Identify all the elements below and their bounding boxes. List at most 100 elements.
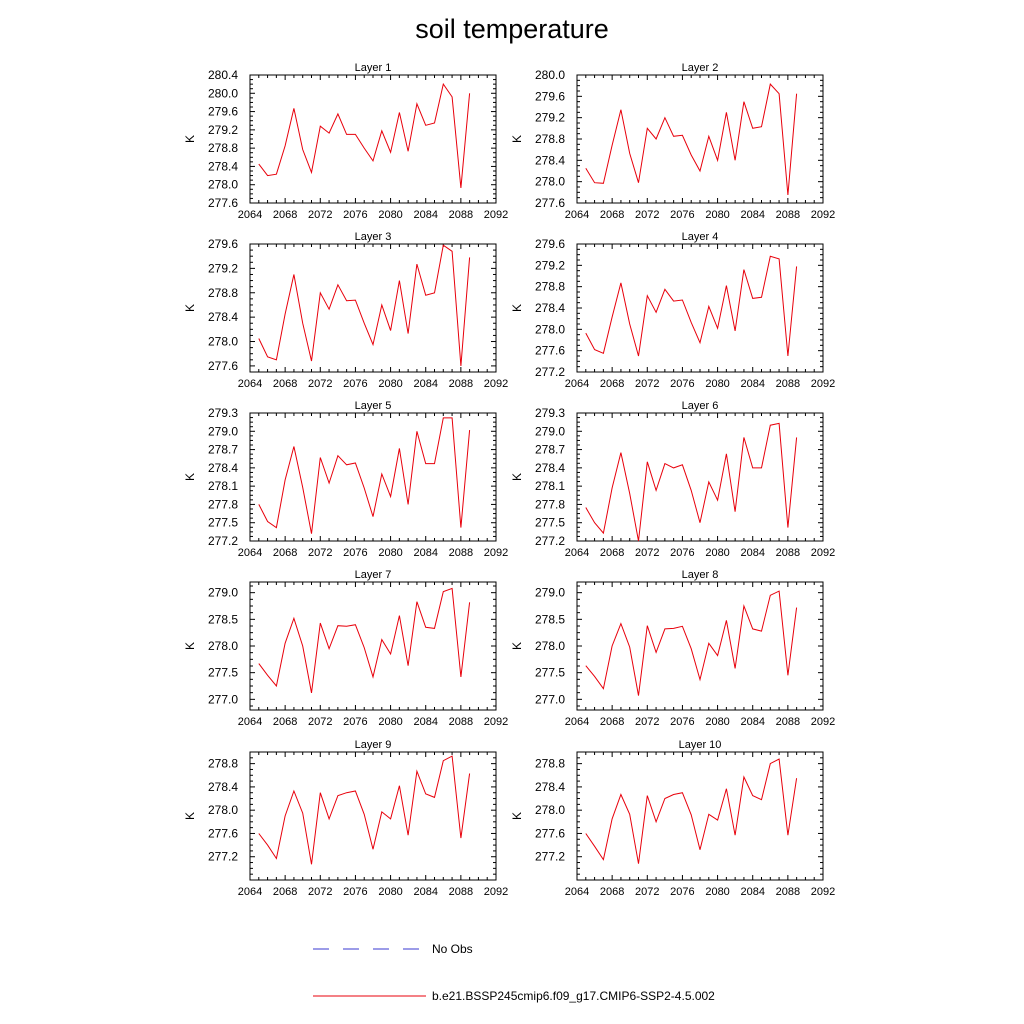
- x-tick-label: 2092: [484, 716, 508, 728]
- series-line: [585, 83, 798, 196]
- x-tick-label: 2076: [670, 378, 694, 390]
- x-tick-label: 2084: [413, 886, 437, 898]
- x-tick-label: 2072: [308, 209, 332, 221]
- y-tick-label: 277.8: [208, 497, 238, 511]
- y-tick-label: 277.6: [208, 826, 238, 840]
- x-tick-label: 2080: [378, 716, 402, 728]
- y-tick-label: 278.8: [535, 132, 565, 146]
- y-tick-label: 278.0: [208, 639, 238, 653]
- x-tick-label: 2068: [273, 886, 297, 898]
- x-tick-label: 2080: [378, 209, 402, 221]
- x-tick-label: 2068: [273, 378, 297, 390]
- x-tick-label: 2088: [776, 886, 800, 898]
- panel-title: Layer 4: [682, 231, 719, 243]
- y-tick-label: 278.4: [535, 153, 565, 167]
- x-tick-label: 2084: [740, 378, 764, 390]
- series-line: [258, 755, 471, 865]
- x-tick-label: 2072: [635, 378, 659, 390]
- x-tick-label: 2084: [413, 209, 437, 221]
- y-tick-label: 279.0: [535, 424, 565, 438]
- y-tick-label: 277.2: [208, 850, 238, 864]
- x-tick-label: 2080: [378, 378, 402, 390]
- x-tick-label: 2068: [600, 209, 624, 221]
- y-tick-label: 278.0: [208, 335, 238, 349]
- x-tick-label: 2064: [238, 378, 262, 390]
- y-axis-label: K: [183, 812, 197, 820]
- y-tick-label: 278.7: [208, 443, 238, 457]
- y-tick-label: 277.0: [208, 692, 238, 706]
- y-tick-label: 277.5: [208, 516, 238, 530]
- panel-title: Layer 6: [682, 400, 719, 412]
- x-tick-label: 2076: [670, 547, 694, 559]
- y-tick-label: 278.0: [208, 178, 238, 192]
- y-tick-label: 279.0: [208, 424, 238, 438]
- y-tick-label: 280.4: [208, 68, 238, 82]
- x-tick-label: 2080: [378, 886, 402, 898]
- panel-title: Layer 7: [355, 569, 392, 581]
- x-tick-label: 2072: [308, 886, 332, 898]
- x-tick-label: 2064: [238, 886, 262, 898]
- x-tick-label: 2092: [484, 209, 508, 221]
- x-tick-label: 2092: [811, 716, 835, 728]
- y-tick-label: 277.2: [535, 534, 565, 548]
- y-tick-label: 278.4: [535, 461, 565, 475]
- x-tick-label: 2088: [449, 716, 473, 728]
- x-tick-label: 2092: [811, 209, 835, 221]
- plot-frame: [576, 243, 824, 373]
- x-tick-label: 2076: [343, 716, 367, 728]
- y-tick-label: 277.5: [535, 516, 565, 530]
- panel-8: Layer 8 K 2064 2068 2072 2076 2080 2084 2088 2092…: [510, 569, 835, 728]
- y-tick-label: 278.8: [208, 141, 238, 155]
- series-line: [585, 590, 798, 696]
- x-tick-label: 2064: [238, 547, 262, 559]
- y-axis-label: K: [183, 135, 197, 143]
- x-tick-label: 2068: [273, 716, 297, 728]
- y-tick-label: 277.6: [208, 196, 238, 210]
- x-tick-label: 2084: [413, 547, 437, 559]
- x-tick-label: 2080: [705, 716, 729, 728]
- series-line: [585, 255, 798, 357]
- y-tick-label: 279.2: [208, 261, 238, 275]
- panel-title: Layer 3: [355, 231, 392, 243]
- x-tick-label: 2068: [600, 716, 624, 728]
- y-tick-label: 278.4: [535, 301, 565, 315]
- x-tick-label: 2076: [343, 886, 367, 898]
- y-axis-label: K: [183, 473, 197, 481]
- x-tick-label: 2068: [273, 209, 297, 221]
- x-tick-label: 2076: [670, 886, 694, 898]
- y-tick-label: 279.6: [535, 89, 565, 103]
- y-tick-label: 279.3: [208, 406, 238, 420]
- panel-2: Layer 2 K 2064 2068 2072 2076 2080 2084 2088 2092…: [510, 62, 835, 221]
- x-tick-label: 2084: [740, 886, 764, 898]
- panel-6: Layer 6 K 2064 2068 2072 2076 2080 2084 2088 2092…: [510, 400, 835, 559]
- y-tick-label: 279.6: [208, 237, 238, 251]
- x-tick-label: 2064: [565, 378, 589, 390]
- series-line: [585, 758, 798, 864]
- y-axis-label: K: [510, 642, 524, 650]
- panel-title: Layer 9: [355, 739, 392, 751]
- y-tick-label: 278.8: [535, 280, 565, 294]
- y-tick-label: 277.8: [535, 497, 565, 511]
- y-tick-label: 279.2: [535, 258, 565, 272]
- y-axis-label: K: [183, 304, 197, 312]
- x-tick-label: 2092: [811, 378, 835, 390]
- x-tick-label: 2068: [600, 886, 624, 898]
- panel-5: Layer 5 K 2064 2068 2072 2076 2080 2084 2088 2092…: [183, 400, 508, 559]
- y-axis-label: K: [183, 642, 197, 650]
- x-tick-label: 2076: [343, 547, 367, 559]
- y-tick-label: 279.0: [535, 586, 565, 600]
- x-tick-label: 2072: [308, 378, 332, 390]
- y-tick-label: 277.6: [208, 359, 238, 373]
- y-axis-label: K: [510, 812, 524, 820]
- y-tick-label: 278.8: [208, 286, 238, 300]
- y-tick-label: 278.8: [535, 757, 565, 771]
- x-tick-label: 2092: [811, 547, 835, 559]
- x-tick-label: 2084: [413, 716, 437, 728]
- series-line: [258, 417, 471, 534]
- y-tick-label: 277.2: [535, 365, 565, 379]
- y-tick-label: 278.0: [535, 639, 565, 653]
- panel-7: Layer 7 K 2064 2068 2072 2076 2080 2084 2088 2092…: [183, 569, 508, 728]
- x-tick-label: 2084: [740, 209, 764, 221]
- y-tick-label: 278.5: [208, 612, 238, 626]
